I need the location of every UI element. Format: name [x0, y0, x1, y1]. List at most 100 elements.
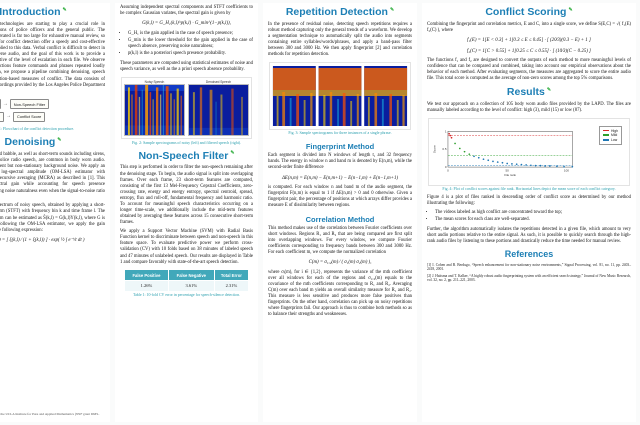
legend-swatch-mild: [603, 134, 610, 136]
legend-label: Mild: [611, 133, 618, 138]
fingerprint-equation: ΔE(n,m) = E(n,m) − E(n,m+1) − E(n−1,m) +…: [281, 175, 399, 181]
funding-footnote: Supported by the LAPD and the UCLA Insti…: [0, 411, 100, 416]
section-heading-repetition-detection: Repetition Detection ✎: [268, 6, 412, 19]
flowchart-row-2: Repetition Detection → Conflict Score: [0, 111, 105, 122]
features-paragraph: This step is performed in order to filte…: [120, 165, 253, 226]
results-bullet-list: The videos labeled as high conflict are …: [435, 210, 631, 224]
parameters-paragraph: These parameters are computed using stat…: [120, 60, 253, 72]
flow-box-repetition-detection: Repetition Detection: [0, 111, 5, 122]
section-heading-references: References: [427, 248, 631, 260]
section-heading-conflict-scoring: Conflict Scoring ✎: [427, 6, 631, 19]
legend-label: High: [611, 128, 618, 133]
gain-bullet-list: G_H₁ is the gain applied in the case of …: [128, 31, 253, 58]
legend-swatch-low: [603, 138, 610, 141]
flowchart-figure: Feature Extraction → Non-Speech Filter R…: [0, 99, 105, 124]
flowchart-row-1: Feature Extraction → Non-Speech Filter: [0, 99, 105, 110]
table-value-row: 1.26% 3.61% 2.31%: [123, 279, 250, 292]
correlation-paragraph-2: where σᵢ(m), for i ∈ {1,2}, represents t…: [268, 269, 412, 318]
reference-2: [2] J. Haitsma and T. Kalker, “A highly …: [427, 273, 631, 283]
denoised-spectrogram-panel: Denoised Speech: [188, 80, 249, 137]
flow-box-non-speech-filter: Non-Speech Filter: [9, 99, 50, 110]
svg-text:0: 0: [447, 168, 449, 172]
annotation-pencil-icon[interactable]: ✎: [568, 6, 573, 13]
svg-text:1: 1: [445, 129, 447, 133]
annotation-pencil-icon[interactable]: ✎: [546, 86, 552, 93]
scoring-intro-paragraph: Combining the fingerprint and correlatio…: [427, 21, 631, 33]
bullet-gmin: G_min is the lower threshold for the gai…: [128, 38, 253, 50]
column-spacer: [0, 247, 105, 409]
legend-item-high: High: [603, 129, 618, 133]
annotation-pencil-icon[interactable]: ✎: [389, 6, 395, 13]
gain-equation: G_H₁(k,l) = [ ξ(k,l) ⁄ (1 + ξ(k,l)) ] · …: [0, 237, 85, 243]
legend-item-low: Low: [603, 138, 618, 142]
figure-4-plot: 0 0.5 1 0 50 100 File rank Score High Mild Low: [428, 117, 630, 186]
heading-text: References: [504, 248, 554, 259]
fig1-caption: Fig. 1: Flowchart of the conflict detect…: [0, 126, 75, 131]
annotation-pencil-icon[interactable]: ✎: [57, 136, 62, 143]
table-header-row: False Positive False Negative Total Erro…: [123, 269, 250, 281]
table-header-total-error: Total Error: [213, 269, 250, 281]
heading-text: Repetition Detection: [285, 6, 388, 18]
heading-text: Conflict Scoring: [485, 6, 567, 18]
noisy-spectrogram-panel: Noisy Speech: [124, 80, 185, 137]
repetition-intro-paragraph: In the presence of residual noise, detec…: [268, 21, 412, 58]
fig2-caption: Fig. 2: Sample spectrograms of noisy (le…: [131, 140, 242, 145]
section-heading-introduction: Introduction ✎: [0, 6, 105, 19]
arrow-right-icon: →: [6, 114, 12, 120]
value-false-negative: 3.61%: [167, 279, 215, 292]
table1-caption: Table 1: 10-fold CV error in percentage …: [132, 293, 241, 298]
f2-equation: f₂(C) = 1[C > 0.55] + 1[0.25 ≤ C ≤ 0.55]…: [467, 48, 591, 54]
subsection-fingerprint-method: Fingerprint Method: [305, 142, 375, 152]
svg-text:0.5: 0.5: [442, 147, 447, 151]
flow-box-feature-extraction: Feature Extraction: [0, 99, 1, 110]
results-dataset-paragraph: We test our approach on a collection of …: [427, 101, 631, 113]
fingerprint-paragraph-2: is computed. For each window n and band …: [268, 184, 412, 209]
column-denoising-continued: Assuming independent spectral components…: [115, 3, 258, 422]
phrase-spectrograms-image: [272, 64, 408, 127]
correlation-equation: C(m) = σ₁,₂(m) ⁄ ( σ₁(m) σ₂(m) ),: [308, 260, 372, 266]
legend-label: Low: [611, 137, 618, 142]
column-repetition-detection: Repetition Detection ✎ In the presence of…: [263, 3, 417, 422]
fig4-plot-area: [447, 132, 574, 168]
heading-text: Denoising: [4, 136, 56, 149]
section-heading-denoising: Denoising ✎: [0, 137, 105, 149]
results-conclusion-paragraph: Further, the algorithm automatically iso…: [427, 227, 631, 245]
svg-text:50: 50: [506, 168, 510, 172]
flow-box-conflict-score: Conflict Score: [13, 111, 46, 122]
plot-frame: [447, 130, 573, 167]
spectrogram-row: Noisy Speech: [124, 80, 249, 137]
bullet-gh1: G_H₁ is the gain applied in the case of …: [128, 31, 253, 37]
svg-text:File rank: File rank: [504, 173, 516, 177]
annotation-pencil-icon[interactable]: ✎: [230, 150, 235, 157]
intro-paragraph: Body worn audio technologies are startin…: [0, 21, 105, 88]
heading-text: Results: [506, 86, 545, 99]
fig4-caption: Fig. 4: Plot of conflict scores against …: [442, 187, 616, 191]
annotation-pencil-icon[interactable]: ✎: [62, 6, 67, 13]
table-header-false-positive: False Positive: [123, 269, 169, 281]
heading-text: Introduction: [0, 6, 61, 18]
arrow-right-icon: →: [2, 101, 8, 107]
subsection-correlation-method: Correlation Method: [305, 214, 375, 224]
fig3-caption: Fig. 3: Sample spectrograms for three in…: [288, 131, 392, 136]
column-introduction: Introduction✎ Body worn audio technologi…: [0, 3, 110, 422]
spectrogram-title: Noisy Speech: [144, 79, 165, 84]
bullet-high-conflict-top: The videos labeled as high conflict are …: [435, 210, 631, 216]
svg-text:0: 0: [445, 165, 447, 169]
scoring-explanation-paragraph: The functions f₁ and f₂ are designed to …: [427, 58, 631, 82]
value-false-positive: 1.26%: [123, 279, 169, 292]
results-discussion-paragraph: Figure 4 is a plot of files ranked in de…: [427, 195, 631, 207]
noisy-spectrogram-image: [124, 84, 185, 137]
column-conflict-scoring-results: Conflict Scoring ✎ Combining the fingerpr…: [422, 3, 636, 422]
figure-3-spectrograms: [269, 61, 411, 130]
figure-2-spectrograms: Noisy Speech: [121, 76, 252, 140]
spectrogram-title: Denoised Speech: [205, 79, 232, 84]
bullet-means-separated: The mean scores for each class are well-…: [435, 217, 631, 223]
section-heading-non-speech-filter: Non-Speech Filter ✎: [120, 149, 253, 163]
reference-1: [1] I. Cohen and B. Berdugo, “Speech enh…: [427, 262, 631, 272]
f1-equation: f₁(E) = 1[E < 0.3] + 1[0.3 ≤ E ≤ 0.45] ·…: [467, 37, 591, 43]
heading-text: Non-Speech Filter: [138, 149, 229, 162]
denoising-paragraph-2: Let Y(k,l) be the spectrum of noisy spee…: [0, 203, 105, 233]
